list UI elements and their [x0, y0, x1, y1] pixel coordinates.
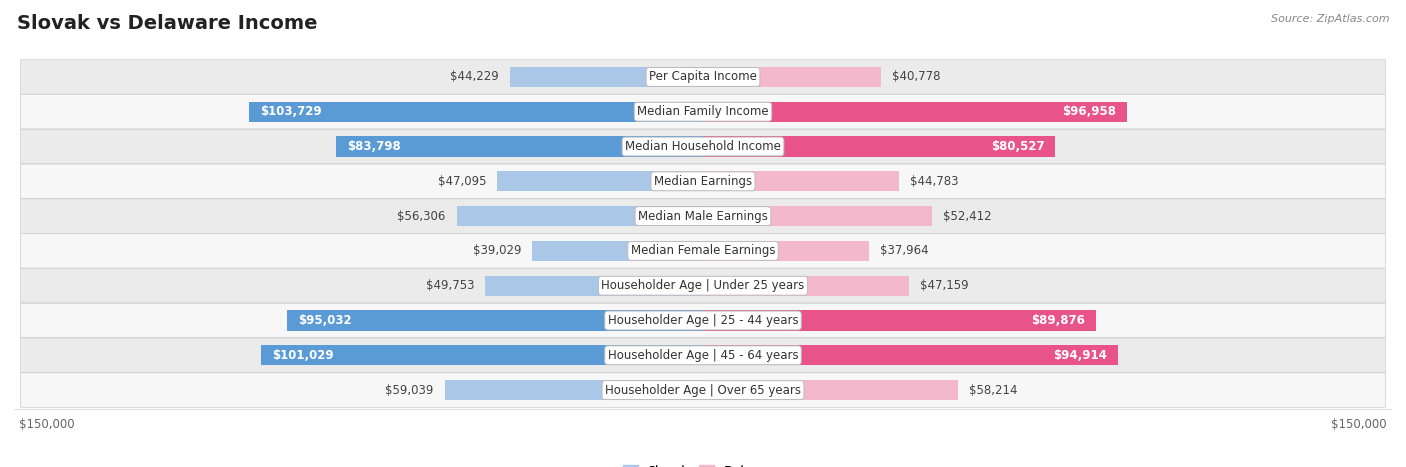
Bar — [509, 67, 703, 87]
Text: $101,029: $101,029 — [271, 349, 333, 362]
Bar — [457, 206, 703, 226]
Text: $56,306: $56,306 — [398, 210, 446, 223]
Text: Householder Age | Over 65 years: Householder Age | Over 65 years — [605, 383, 801, 396]
Bar — [703, 380, 957, 400]
Bar — [703, 136, 1056, 156]
FancyBboxPatch shape — [21, 94, 1385, 129]
FancyBboxPatch shape — [21, 234, 1385, 268]
Text: $80,527: $80,527 — [991, 140, 1045, 153]
Bar — [703, 311, 1097, 331]
Text: Householder Age | 45 - 64 years: Householder Age | 45 - 64 years — [607, 349, 799, 362]
Text: Source: ZipAtlas.com: Source: ZipAtlas.com — [1271, 14, 1389, 24]
Bar — [533, 241, 703, 261]
Bar — [703, 171, 898, 191]
Text: $89,876: $89,876 — [1032, 314, 1085, 327]
Text: $52,412: $52,412 — [943, 210, 991, 223]
Text: $103,729: $103,729 — [260, 105, 322, 118]
Text: $44,783: $44,783 — [910, 175, 959, 188]
Bar — [703, 345, 1118, 365]
Text: Householder Age | Under 25 years: Householder Age | Under 25 years — [602, 279, 804, 292]
Bar — [703, 102, 1128, 122]
Bar — [703, 206, 932, 226]
FancyBboxPatch shape — [21, 373, 1385, 407]
Text: Median Male Earnings: Median Male Earnings — [638, 210, 768, 223]
Bar — [703, 276, 910, 296]
Text: $49,753: $49,753 — [426, 279, 474, 292]
FancyBboxPatch shape — [21, 164, 1385, 198]
Text: $59,039: $59,039 — [385, 383, 434, 396]
Bar — [249, 102, 703, 122]
Bar — [703, 67, 882, 87]
Text: Median Earnings: Median Earnings — [654, 175, 752, 188]
Bar — [703, 241, 869, 261]
Text: Per Capita Income: Per Capita Income — [650, 71, 756, 84]
Text: $83,798: $83,798 — [347, 140, 401, 153]
Text: Median Female Earnings: Median Female Earnings — [631, 244, 775, 257]
FancyBboxPatch shape — [21, 199, 1385, 234]
FancyBboxPatch shape — [21, 129, 1385, 164]
Text: Median Family Income: Median Family Income — [637, 105, 769, 118]
Bar — [262, 345, 703, 365]
Bar — [444, 380, 703, 400]
Text: $39,029: $39,029 — [472, 244, 522, 257]
Bar — [287, 311, 703, 331]
Text: $58,214: $58,214 — [969, 383, 1017, 396]
Legend: Slovak, Delaware: Slovak, Delaware — [617, 460, 789, 467]
Text: Median Household Income: Median Household Income — [626, 140, 780, 153]
FancyBboxPatch shape — [21, 269, 1385, 303]
Text: $40,778: $40,778 — [893, 71, 941, 84]
Text: $96,958: $96,958 — [1062, 105, 1116, 118]
Text: $47,159: $47,159 — [920, 279, 969, 292]
Bar — [496, 171, 703, 191]
Text: $44,229: $44,229 — [450, 71, 499, 84]
FancyBboxPatch shape — [21, 338, 1385, 373]
Bar — [336, 136, 703, 156]
Text: Slovak vs Delaware Income: Slovak vs Delaware Income — [17, 14, 318, 33]
FancyBboxPatch shape — [21, 60, 1385, 94]
Text: $94,914: $94,914 — [1053, 349, 1108, 362]
FancyBboxPatch shape — [21, 303, 1385, 338]
Text: $47,095: $47,095 — [437, 175, 486, 188]
Text: Householder Age | 25 - 44 years: Householder Age | 25 - 44 years — [607, 314, 799, 327]
Text: $37,964: $37,964 — [880, 244, 928, 257]
Text: $95,032: $95,032 — [298, 314, 352, 327]
Bar — [485, 276, 703, 296]
